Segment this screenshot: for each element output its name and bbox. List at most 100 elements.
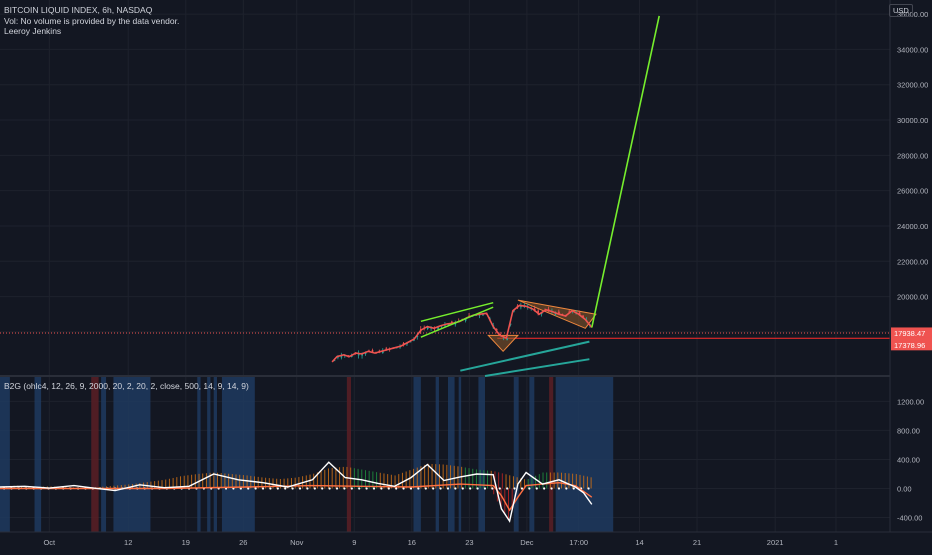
histogram-bar bbox=[172, 477, 174, 489]
histogram-bar bbox=[368, 470, 370, 489]
histogram-bar bbox=[479, 469, 481, 489]
author-name: Leeroy Jenkins bbox=[4, 26, 62, 36]
histogram-bar bbox=[505, 474, 507, 489]
price-axis-tick: 34000.00 bbox=[897, 45, 928, 54]
histogram-bar bbox=[176, 477, 178, 489]
zero-dot bbox=[550, 487, 553, 490]
time-axis-tick: 17:00 bbox=[569, 538, 588, 547]
time-axis-tick: 2021 bbox=[767, 538, 784, 547]
wedge-lower-line bbox=[420, 306, 494, 338]
indicator-band-6 bbox=[207, 376, 211, 532]
time-axis-tick: Oct bbox=[43, 538, 56, 547]
histogram-bar bbox=[150, 481, 152, 489]
zero-dot bbox=[409, 487, 413, 490]
histogram-bar bbox=[398, 474, 400, 489]
zero-dot bbox=[424, 487, 427, 490]
zero-dot bbox=[321, 487, 324, 490]
candle-body bbox=[426, 326, 429, 330]
histogram-bar bbox=[309, 474, 311, 489]
histogram-bar bbox=[364, 470, 366, 489]
histogram-bar bbox=[390, 474, 392, 489]
time-axis-tick: 1 bbox=[834, 538, 838, 547]
histogram-bar bbox=[475, 469, 477, 489]
histogram-bar bbox=[290, 478, 292, 489]
zero-dot bbox=[276, 487, 279, 490]
zero-dot bbox=[572, 487, 575, 490]
zero-dot bbox=[239, 487, 242, 490]
candle-body bbox=[437, 327, 439, 330]
indicator-band-5 bbox=[197, 376, 201, 532]
zero-dot bbox=[328, 487, 331, 490]
candle-body bbox=[533, 308, 536, 310]
histogram-bar bbox=[239, 474, 241, 489]
price-axis-tick: 20000.00 bbox=[897, 293, 928, 302]
candle-body bbox=[382, 351, 384, 354]
price-badge bbox=[891, 327, 932, 339]
indicator-band-16 bbox=[529, 376, 535, 532]
indicator-axis-tick: 0.00 bbox=[897, 484, 912, 493]
histogram-bar bbox=[194, 474, 196, 489]
histogram-bar bbox=[531, 477, 533, 489]
macd-line bbox=[0, 461, 593, 523]
zero-dot bbox=[291, 487, 294, 490]
indicator-band-2 bbox=[91, 376, 99, 532]
candle-body bbox=[506, 338, 508, 340]
histogram-bar bbox=[450, 465, 452, 489]
zero-dot bbox=[247, 487, 250, 490]
histogram-bar bbox=[209, 472, 211, 489]
indicator-legend[interactable]: B2G (ohlc4, 12, 26, 9, 2000, 20, 2, 20, … bbox=[4, 381, 249, 391]
zero-dot bbox=[439, 487, 442, 490]
indicator-axis-tick: -400.00 bbox=[897, 513, 922, 522]
symbol-title[interactable]: BITCOIN LIQUID INDEX, 6h, NASDAQ bbox=[4, 5, 153, 15]
time-axis-tick: 16 bbox=[408, 538, 416, 547]
histogram-bar bbox=[468, 468, 470, 489]
histogram-bar bbox=[424, 464, 426, 489]
indicator-axis-tick: 800.00 bbox=[897, 426, 920, 435]
histogram-bar bbox=[313, 473, 315, 489]
histogram-bar bbox=[509, 475, 511, 489]
histogram-bar bbox=[61, 486, 63, 489]
histogram-bar bbox=[564, 473, 566, 489]
zero-dot bbox=[343, 487, 346, 490]
histogram-bar bbox=[394, 475, 396, 489]
histogram-bar bbox=[191, 474, 193, 489]
histogram-bar bbox=[20, 485, 22, 489]
currency-badge[interactable]: USD bbox=[889, 4, 913, 17]
histogram-bar-negative bbox=[511, 488, 513, 511]
zero-dot bbox=[506, 487, 509, 490]
histogram-bar bbox=[490, 470, 492, 489]
histogram-bar bbox=[283, 478, 285, 489]
zero-dot bbox=[269, 487, 272, 490]
zero-dot bbox=[350, 487, 353, 490]
histogram-bar bbox=[524, 479, 526, 489]
histogram-bar bbox=[24, 486, 26, 489]
histogram-bar bbox=[535, 475, 537, 489]
zero-dot bbox=[565, 487, 568, 490]
zero-dot bbox=[358, 487, 361, 490]
indicator-band-4 bbox=[113, 376, 151, 532]
histogram-bar bbox=[253, 476, 255, 489]
indicator-band-18 bbox=[555, 376, 614, 532]
candle-body bbox=[558, 311, 560, 314]
histogram-bar bbox=[464, 467, 466, 489]
price-axis-tick: 26000.00 bbox=[897, 187, 928, 196]
time-axis-tick: Nov bbox=[290, 538, 304, 547]
histogram-bar bbox=[379, 472, 381, 489]
histogram-bar bbox=[446, 464, 448, 489]
price-badge-label: 17378.96 bbox=[894, 341, 925, 350]
histogram-bar bbox=[483, 470, 485, 489]
projection-line bbox=[591, 15, 660, 328]
histogram-bar bbox=[568, 473, 570, 489]
zero-dot bbox=[432, 487, 435, 490]
histogram-bar bbox=[276, 478, 278, 489]
indicator-band-7 bbox=[213, 376, 218, 532]
indicator-band-14 bbox=[478, 376, 485, 532]
indicator-band-0 bbox=[0, 376, 10, 532]
candle-body bbox=[537, 310, 540, 313]
wedge-upper-line bbox=[420, 302, 494, 322]
price-axis-panel bbox=[890, 0, 932, 550]
histogram-bar bbox=[165, 479, 167, 489]
histogram-bar bbox=[327, 468, 329, 489]
